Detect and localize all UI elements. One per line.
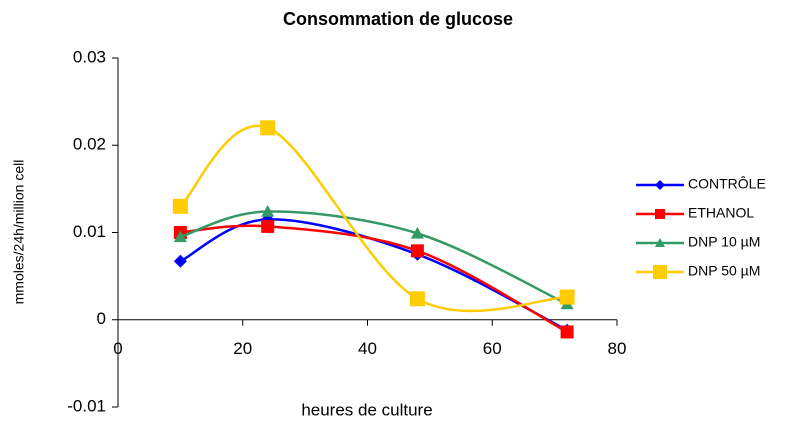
x-tick-label: 60: [483, 339, 502, 358]
chart-title: Consommation de glucose: [283, 9, 513, 29]
marker: [173, 230, 187, 243]
marker: [655, 209, 665, 219]
x-axis-label: heures de culture: [301, 400, 432, 419]
y-tick-label: 0: [97, 309, 106, 328]
legend-label: CONTRÔLE: [688, 176, 766, 192]
marker: [559, 289, 575, 305]
y-axis-label: mmoles/24h/million cell: [11, 160, 27, 305]
x-tick-label: 40: [358, 339, 377, 358]
x-tick-label: 0: [113, 339, 122, 358]
marker: [261, 205, 275, 217]
y-tick-label: 0.02: [73, 135, 106, 154]
marker: [410, 226, 424, 239]
marker: [410, 244, 424, 258]
legend-label: DNP 10 µM: [688, 234, 760, 250]
marker: [172, 198, 188, 214]
series-line: [179, 124, 568, 313]
y-tick-label: -0.01: [67, 396, 106, 415]
x-tick-label: 20: [233, 339, 252, 358]
y-tick-label: 0.03: [73, 47, 106, 66]
marker: [260, 120, 276, 136]
marker: [261, 219, 275, 233]
marker: [173, 254, 187, 268]
series-line: [180, 210, 568, 306]
marker: [653, 265, 667, 279]
y-tick-label: 0.01: [73, 222, 106, 241]
marker: [409, 291, 425, 307]
marker: [560, 325, 574, 339]
marker: [655, 180, 665, 190]
series-line: [180, 224, 568, 334]
x-tick-label: 80: [608, 339, 627, 358]
legend-label: DNP 50 µM: [688, 263, 760, 279]
marker: [655, 238, 665, 247]
legend-label: ETHANOL: [688, 205, 754, 221]
